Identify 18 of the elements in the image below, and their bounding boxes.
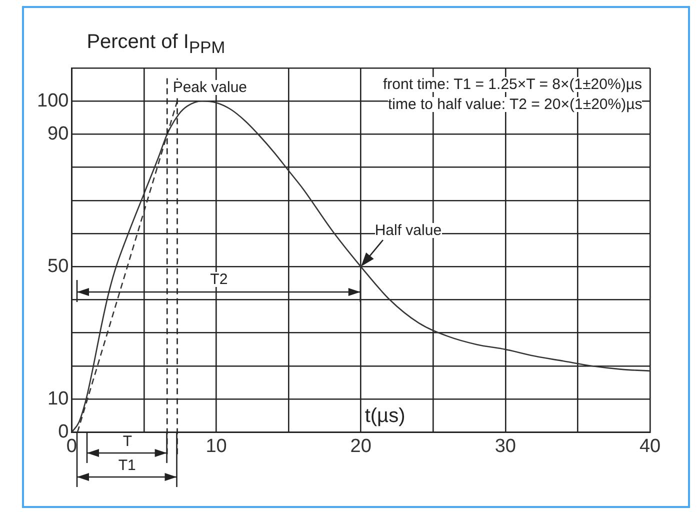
y-tick-label: 90 <box>48 123 69 144</box>
x-tick-label: 30 <box>494 436 516 457</box>
x-axis-title: t(µs) <box>364 405 406 428</box>
y-tick-label: 50 <box>48 256 69 277</box>
x-tick-label: 40 <box>639 436 661 457</box>
y-tick-label: 10 <box>48 388 69 410</box>
x-tick-label: 20 <box>350 436 372 457</box>
x-tick-label: 10 <box>206 436 227 457</box>
y-tick-label: 100 <box>37 90 69 112</box>
text: T1 <box>118 456 136 474</box>
annotation: time to half value: T2 = 20×(1±20%)µs <box>388 96 642 112</box>
annotation: front time: T1 = 1.25×T = 8×(1±20%)µs <box>383 76 642 92</box>
y-tick-label: 0 <box>58 421 69 442</box>
annotation: T2 <box>210 271 228 288</box>
annotation: Half value <box>374 222 442 240</box>
annotation: Peak value <box>172 78 248 96</box>
text: T <box>122 432 132 450</box>
y-axis-title: Percent of I$_{PPM}$ <box>86 30 226 56</box>
